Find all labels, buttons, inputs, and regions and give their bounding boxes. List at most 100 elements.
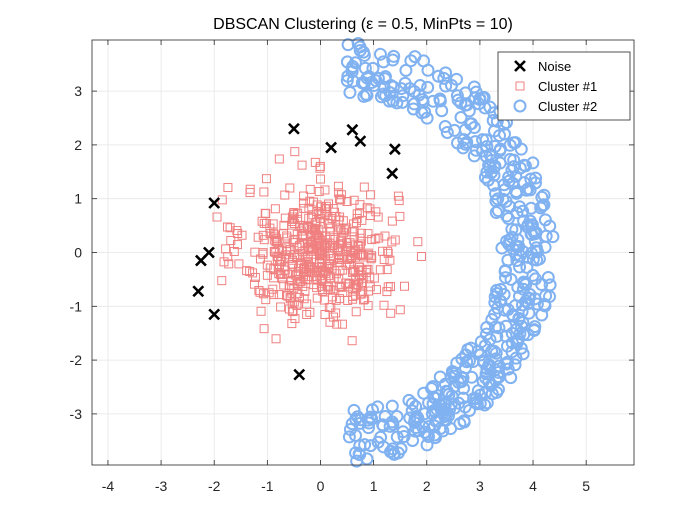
- data-point: [457, 414, 471, 428]
- data-point: [386, 167, 399, 180]
- data-point: [355, 289, 365, 299]
- data-point: [305, 307, 315, 317]
- data-point: [297, 160, 307, 170]
- data-point: [262, 270, 272, 280]
- data-point: [460, 135, 474, 149]
- legend-marker: [514, 60, 526, 72]
- data-point: [310, 157, 320, 167]
- data-points: [192, 37, 560, 468]
- data-point: [395, 305, 405, 315]
- data-point: [386, 308, 396, 318]
- data-point: [411, 423, 425, 437]
- data-point: [349, 412, 363, 426]
- data-point: [223, 183, 233, 193]
- data-point: [390, 235, 400, 245]
- data-point: [439, 79, 453, 93]
- data-point: [299, 191, 309, 201]
- data-point: [505, 345, 519, 359]
- data-point: [314, 209, 324, 219]
- data-point: [420, 438, 434, 452]
- data-point: [383, 282, 393, 292]
- data-point: [355, 208, 365, 218]
- y-tick-label: -3: [70, 406, 83, 422]
- data-point: [348, 284, 358, 294]
- data-point: [376, 440, 390, 454]
- data-point: [451, 136, 465, 150]
- x-tick-label: 0: [317, 478, 325, 494]
- x-tick-label: -3: [155, 478, 168, 494]
- data-point: [385, 255, 395, 265]
- data-point: [477, 90, 491, 104]
- data-point: [358, 438, 372, 452]
- data-point: [232, 240, 242, 250]
- data-point: [351, 410, 365, 424]
- data-point: [299, 270, 309, 280]
- data-point: [495, 241, 509, 255]
- data-point: [250, 247, 260, 257]
- data-point: [387, 49, 401, 63]
- data-point: [325, 219, 335, 229]
- data-point: [298, 281, 308, 291]
- data-point: [449, 366, 463, 380]
- data-point: [259, 324, 269, 334]
- data-point: [384, 79, 398, 93]
- data-point: [265, 223, 275, 233]
- data-point: [480, 165, 494, 179]
- legend-label: Cluster #2: [538, 99, 597, 114]
- y-tick-label: 0: [74, 245, 82, 261]
- data-point: [493, 142, 507, 156]
- data-point: [373, 47, 387, 61]
- data-point: [250, 272, 260, 282]
- data-point: [312, 283, 322, 293]
- data-point: [526, 156, 540, 170]
- data-point: [375, 265, 385, 275]
- data-point: [261, 295, 271, 305]
- data-point: [383, 419, 397, 433]
- data-point: [499, 319, 513, 333]
- data-point: [364, 439, 378, 453]
- data-point: [355, 233, 365, 243]
- data-point: [437, 71, 451, 85]
- data-point: [403, 411, 417, 425]
- data-point: [465, 370, 479, 384]
- data-point: [322, 262, 332, 272]
- data-point: [488, 296, 502, 310]
- data-point: [300, 286, 310, 296]
- data-point: [292, 252, 302, 262]
- data-point: [336, 239, 346, 249]
- data-point: [416, 251, 426, 261]
- data-point: [321, 231, 331, 241]
- data-point: [543, 290, 557, 304]
- data-point: [294, 292, 304, 302]
- data-point: [305, 196, 315, 206]
- data-point: [352, 209, 362, 219]
- x-tick-label: -4: [102, 478, 115, 494]
- data-point: [382, 287, 392, 297]
- data-point: [524, 227, 538, 241]
- y-tick-label: 1: [74, 191, 82, 207]
- data-point: [222, 222, 232, 232]
- data-point: [464, 341, 478, 355]
- data-point: [497, 178, 511, 192]
- data-point: [462, 104, 476, 118]
- data-point: [312, 274, 322, 284]
- data-point: [416, 95, 430, 109]
- y-tick-label: -1: [70, 298, 83, 314]
- data-point: [376, 419, 390, 433]
- data-point: [471, 384, 485, 398]
- data-point: [387, 216, 397, 226]
- data-point: [298, 198, 308, 208]
- data-point: [355, 76, 369, 90]
- data-point: [265, 263, 275, 273]
- data-point: [290, 147, 300, 157]
- data-point: [538, 240, 552, 254]
- data-point: [505, 230, 519, 244]
- data-point: [285, 183, 295, 193]
- data-point: [282, 233, 292, 243]
- data-point: [305, 184, 315, 194]
- data-point: [331, 269, 341, 279]
- data-point: [299, 294, 309, 304]
- data-point: [298, 252, 308, 262]
- data-point: [394, 196, 404, 206]
- data-point: [413, 79, 427, 93]
